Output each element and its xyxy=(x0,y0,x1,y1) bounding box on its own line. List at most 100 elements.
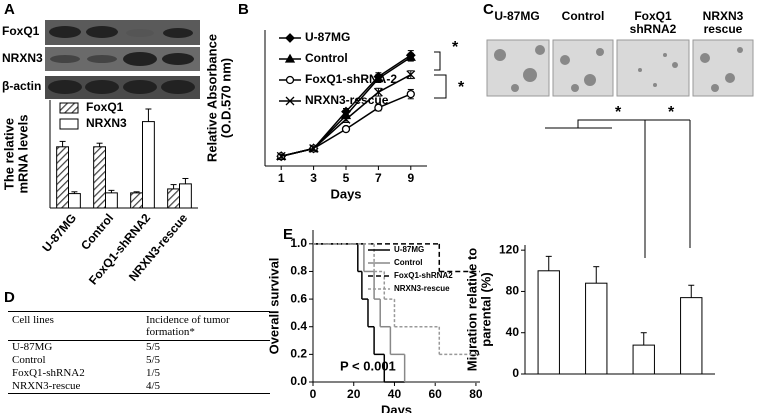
bar xyxy=(632,344,655,375)
marker xyxy=(373,73,384,83)
western-blot xyxy=(45,20,200,99)
y-axis-label: Migration relative to xyxy=(464,248,479,372)
marker xyxy=(341,124,351,134)
legend-label: NRXN3 xyxy=(86,116,127,130)
y-axis-label: mRNA levels xyxy=(15,115,30,194)
y-tick-label: 0.8 xyxy=(290,264,307,278)
legend-swatch xyxy=(59,118,79,130)
y-tick-label: 40 xyxy=(506,325,520,339)
y-tick-label: 0.0 xyxy=(290,374,307,388)
marker xyxy=(405,51,416,61)
blot-label: FoxQ1 xyxy=(2,24,40,38)
y-tick-label: 80 xyxy=(506,284,520,298)
bar xyxy=(537,270,560,375)
marker xyxy=(406,89,415,99)
panel-label: A xyxy=(4,1,15,18)
table-cell: NRXN3-rescue xyxy=(8,380,142,394)
table-cell: Control xyxy=(12,354,46,366)
legend-label: FoxQ1-shRNA2 xyxy=(394,271,453,280)
table-cell: 5/5 xyxy=(146,354,161,366)
bar xyxy=(130,192,144,209)
x-axis-label: Days xyxy=(330,186,361,201)
marker xyxy=(285,75,295,85)
panel-label: D xyxy=(4,289,15,306)
column-header: Cell lines xyxy=(8,311,142,341)
table-cell: 1/5 xyxy=(146,367,161,379)
x-tick-label: 9 xyxy=(407,171,414,185)
blot-label: β-actin xyxy=(2,79,41,93)
y-tick-label: 0.4 xyxy=(290,319,307,333)
panel-label: E xyxy=(283,226,293,243)
x-tick-label: 7 xyxy=(375,171,382,185)
legend-label: FoxQ1 xyxy=(86,100,124,114)
table-cell: 5/5 xyxy=(146,341,161,353)
marker xyxy=(309,144,319,153)
micrographs xyxy=(486,39,754,97)
bar xyxy=(585,282,608,375)
marker xyxy=(373,87,383,97)
marker xyxy=(276,151,286,161)
bar xyxy=(105,192,118,209)
y-axis-label: (O.D.570 nm) xyxy=(218,58,233,138)
marker xyxy=(285,96,295,106)
micrograph-label: U-87MG xyxy=(494,9,540,23)
legend-label: U-87MG xyxy=(305,30,350,44)
legend-label: NRXN3-rescue xyxy=(394,284,450,293)
legend-label: Control xyxy=(394,258,422,267)
table-cell: 4/5 xyxy=(142,380,270,394)
x-tick-label: 5 xyxy=(343,171,350,185)
y-tick-label: 0.2 xyxy=(290,347,307,361)
x-tick-label: 1 xyxy=(278,171,285,185)
table-cell: FoxQ1-shRNA2 xyxy=(12,367,85,379)
x-tick-label: U-87MG xyxy=(39,211,79,255)
annotation: P < 0.001 xyxy=(340,358,396,373)
legend-label: Control xyxy=(305,51,348,65)
y-tick-label: 0.6 xyxy=(290,291,307,305)
legend-label: U-87MG xyxy=(394,245,424,254)
bar xyxy=(68,193,81,209)
x-tick-label: 0 xyxy=(310,387,317,401)
micrograph-label: Control xyxy=(561,9,605,23)
table-cell: U-87MG xyxy=(12,341,53,353)
micrograph-label: NRXN3 rescue xyxy=(702,9,744,36)
bar xyxy=(167,188,181,209)
y-axis-label: Overall survival xyxy=(266,258,281,355)
x-tick-label: 60 xyxy=(429,387,443,401)
panel-label: C xyxy=(483,1,494,18)
x-tick-label: Control xyxy=(78,211,116,253)
marker xyxy=(341,114,351,124)
y-tick-label: 120 xyxy=(499,242,519,256)
annotation: * xyxy=(458,79,465,96)
x-tick-label: 20 xyxy=(347,387,361,401)
micrograph-label: FoxQ1 shRNA2 xyxy=(629,9,677,36)
legend-label: FoxQ1-shRNA-2 xyxy=(305,72,397,86)
bar xyxy=(179,183,192,209)
marker xyxy=(374,103,383,112)
significance-brackets xyxy=(434,51,691,258)
annotation: * xyxy=(452,39,459,56)
x-tick-label: 3 xyxy=(310,171,317,185)
marker xyxy=(285,33,295,43)
marker xyxy=(406,70,416,80)
panel-label: B xyxy=(238,1,249,18)
x-tick-label: 80 xyxy=(469,387,483,401)
legend-label: NRXN3-rescue xyxy=(305,93,389,107)
y-tick-label: 1.0 xyxy=(290,236,307,250)
blot-label: NRXN3 xyxy=(2,51,43,65)
bar xyxy=(142,121,155,209)
y-axis-label: parental (%) xyxy=(478,272,493,346)
bar xyxy=(56,146,69,209)
column-header: Incidence of tumor formation* xyxy=(142,311,270,341)
x-tick-label: 40 xyxy=(388,387,402,401)
y-axis-label: Relative Absorbance xyxy=(204,34,219,162)
annotation: * xyxy=(668,104,675,121)
x-axis-label: Days xyxy=(381,402,412,413)
y-tick-label: 0 xyxy=(512,366,519,380)
annotation: * xyxy=(615,104,622,121)
y-axis-label: The relative xyxy=(1,118,16,190)
legend-swatch xyxy=(59,102,79,114)
bar xyxy=(680,297,703,375)
tumor-table: Cell lines Incidence of tumor formation*… xyxy=(8,311,270,394)
